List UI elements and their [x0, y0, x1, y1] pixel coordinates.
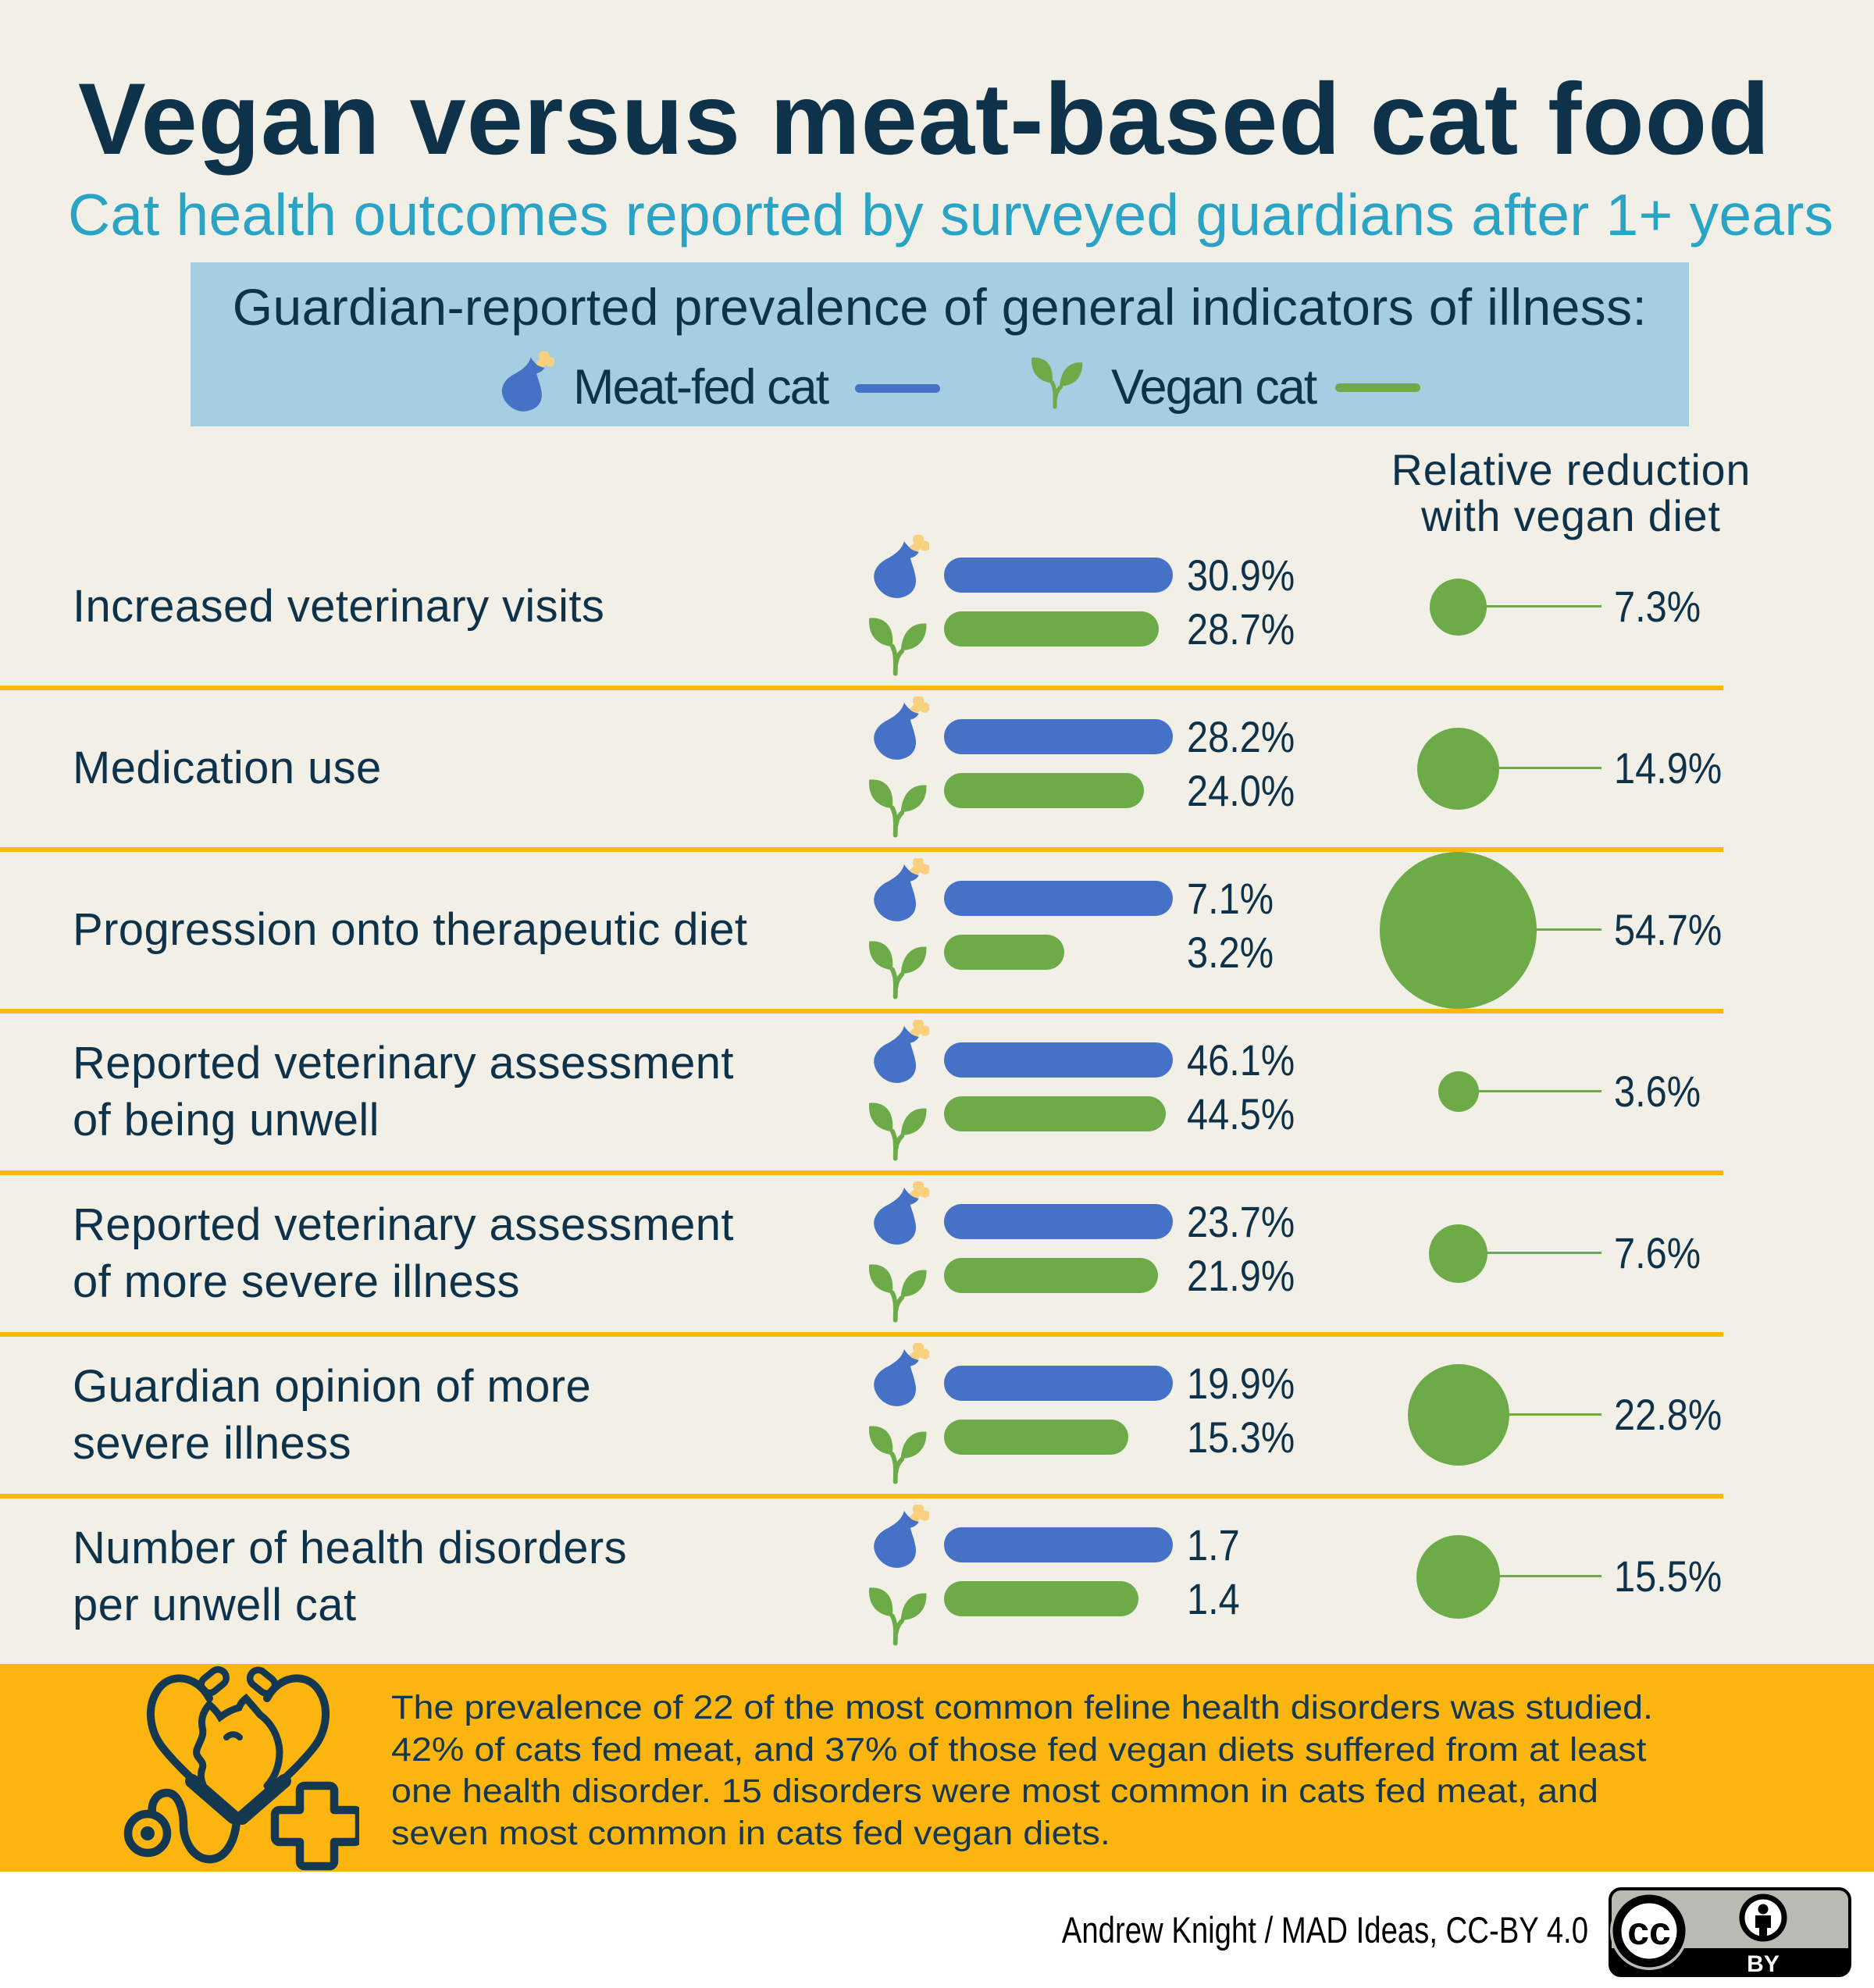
- svg-text:cc: cc: [1627, 1909, 1671, 1953]
- svg-text:BY: BY: [1747, 1951, 1780, 1977]
